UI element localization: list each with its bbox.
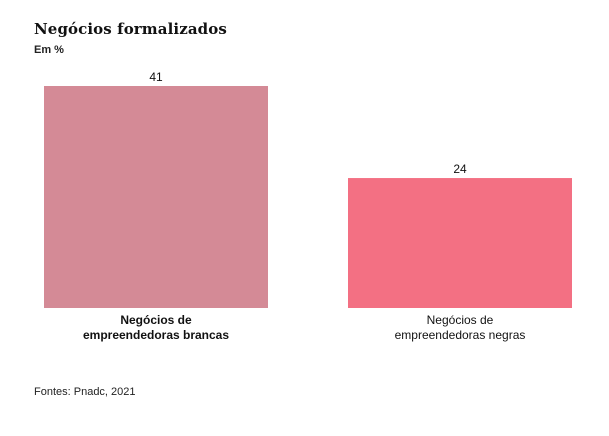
- chart-title: Negócios formalizados: [34, 20, 227, 38]
- data-label-1: 41: [149, 70, 163, 84]
- chart-subtitle: Em %: [34, 44, 64, 56]
- source-note: Fontes: Pnadc, 2021: [34, 386, 136, 398]
- bar-chart: 41 Negócios de empreendedoras brancas 24 Neg…: [44, 70, 572, 342]
- category-label-2: Negócios de empreendedoras negras: [395, 313, 526, 342]
- data-label-2: 24: [453, 162, 467, 176]
- bar-1: [44, 86, 268, 308]
- bar-2: [348, 178, 572, 308]
- category-label-1: Negócios de empreendedoras brancas: [83, 313, 229, 342]
